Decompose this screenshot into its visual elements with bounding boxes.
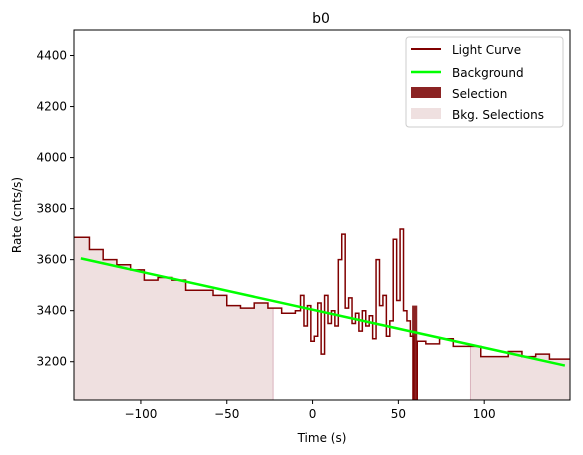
y-tick-label: 3600 xyxy=(36,253,67,267)
x-axis-title: Time (s) xyxy=(297,431,347,445)
selection-region xyxy=(412,305,418,400)
legend-selection-swatch xyxy=(411,87,441,98)
x-tick-label: −100 xyxy=(124,407,157,421)
y-axis-title: Rate (cnts/s) xyxy=(10,177,24,253)
y-tick-label: 4400 xyxy=(36,49,67,63)
plot-frame xyxy=(73,29,571,401)
plot-area xyxy=(74,228,570,400)
legend-bkg-selections-label: Bkg. Selections xyxy=(452,108,544,122)
x-tick-label: 0 xyxy=(309,407,317,421)
x-tick-label: −50 xyxy=(214,407,239,421)
bkg-selections xyxy=(74,236,570,400)
legend-light-curve-label: Light Curve xyxy=(452,43,521,57)
legend-background-label: Background xyxy=(452,66,524,80)
y-tick-label: 3200 xyxy=(36,355,67,369)
y-tick-label: 4000 xyxy=(36,151,67,165)
legend: Light Curve Background Selection Bkg. Se… xyxy=(405,36,564,128)
legend-selection-label: Selection xyxy=(452,87,507,101)
background-series xyxy=(80,257,566,367)
light-curve-series xyxy=(74,228,570,400)
y-tick-label: 3800 xyxy=(36,202,67,216)
y-tick-label: 4200 xyxy=(36,100,67,114)
chart-title: b0 xyxy=(312,11,330,27)
y-axis: 3200 3400 3600 3800 4000 4200 4400 xyxy=(36,49,74,369)
y-tick-label: 3400 xyxy=(36,304,67,318)
x-tick-label: 50 xyxy=(391,407,406,421)
x-axis: −100 −50 0 50 100 xyxy=(124,400,496,421)
legend-bkg-selections-swatch xyxy=(411,108,441,119)
legend-frame xyxy=(405,36,564,128)
bkg-selection-region xyxy=(74,236,274,400)
selection xyxy=(412,305,418,400)
x-tick-label: 100 xyxy=(473,407,496,421)
